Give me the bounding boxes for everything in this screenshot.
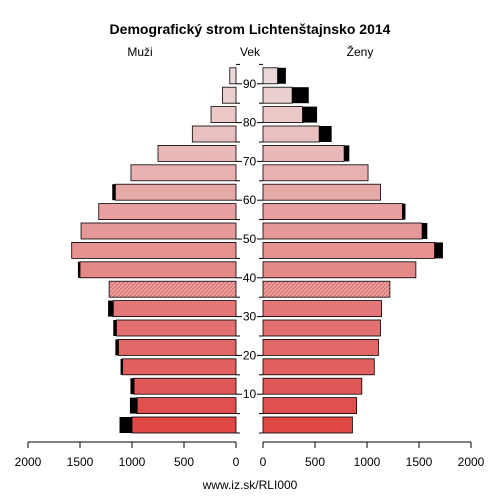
age-tick-label: 80 xyxy=(243,116,257,130)
age-tick-label: 10 xyxy=(243,387,257,401)
bar-men-highlight-60-64 xyxy=(112,184,116,201)
bar-men-10-14 xyxy=(133,377,237,395)
x-tick-label-right: 1500 xyxy=(406,455,433,469)
bar-women-85-89 xyxy=(262,86,293,104)
x-tick-label-left: 2000 xyxy=(15,455,42,469)
bar-women-highlight-70-74 xyxy=(344,145,350,162)
bar-women-highlight-55-59 xyxy=(402,203,406,220)
bar-women-45-49 xyxy=(262,241,436,259)
bar-men-highlight-30-34 xyxy=(108,300,114,317)
x-tick-label-left: 1000 xyxy=(119,455,146,469)
right-series-label: Ženy xyxy=(347,44,374,59)
bar-men-highlight-25-29 xyxy=(113,320,117,336)
bar-men-highlight-0-4 xyxy=(119,417,132,433)
age-tick-label: 20 xyxy=(243,348,257,362)
bar-women-30-34 xyxy=(262,300,382,318)
bar-women-20-24 xyxy=(262,338,379,356)
age-tick-label: 40 xyxy=(243,271,257,285)
x-tick-label-right: 2000 xyxy=(458,455,485,469)
bar-men-55-59 xyxy=(98,203,237,221)
left-series-label: Muži xyxy=(127,45,152,59)
bar-women-25-29 xyxy=(262,319,381,337)
bar-men-85-89 xyxy=(222,86,237,104)
age-tick-label: 70 xyxy=(243,154,257,168)
footer-url: www.iz.sk/RLI000 xyxy=(202,478,298,492)
bar-women-60-64 xyxy=(262,183,381,201)
bar-men-highlight-10-14 xyxy=(130,378,135,395)
bar-men-highlight-5-9 xyxy=(129,397,138,414)
age-tick-label: 90 xyxy=(243,77,257,91)
bar-men-30-34 xyxy=(112,300,237,318)
bar-men-25-29 xyxy=(116,319,237,337)
bar-women-40-44 xyxy=(262,261,417,279)
bar-men-5-9 xyxy=(136,397,237,415)
bar-men-45-49 xyxy=(71,241,237,259)
bar-men-40-44 xyxy=(79,261,237,279)
bar-women-70-74 xyxy=(262,144,345,162)
bar-men-highlight-40-44 xyxy=(77,261,80,278)
bar-women-65-69 xyxy=(262,164,369,182)
bar-women-80-84 xyxy=(262,106,303,123)
x-tick-label-right: 0 xyxy=(260,455,267,469)
bar-men-80-84 xyxy=(210,106,237,123)
bar-women-highlight-85-89 xyxy=(292,87,309,104)
bar-women-75-79 xyxy=(262,125,320,143)
chart-title: Demografický strom Lichtenštajnsko 2014 xyxy=(110,21,391,37)
bar-men-60-64 xyxy=(114,183,237,201)
bar-women-35-39 xyxy=(262,280,391,298)
bar-men-65-69 xyxy=(130,164,237,182)
x-tick-label-left: 1500 xyxy=(67,455,94,469)
bar-men-70-74 xyxy=(157,144,237,162)
bar-women-90+ xyxy=(262,67,278,85)
bar-men-15-19 xyxy=(122,358,237,376)
bar-men-highlight-20-24 xyxy=(115,339,119,356)
bar-men-35-39 xyxy=(108,280,237,298)
bar-women-15-19 xyxy=(262,358,375,376)
age-tick-label: 50 xyxy=(243,232,257,246)
bar-women-highlight-45-49 xyxy=(434,242,443,259)
bar-women-highlight-50-54 xyxy=(422,223,428,239)
bar-women-highlight-90+ xyxy=(277,67,286,84)
age-tick-label: 60 xyxy=(243,193,257,207)
bar-men-highlight-15-19 xyxy=(120,358,123,375)
bar-women-5-9 xyxy=(262,397,357,415)
bar-men-0-4 xyxy=(131,416,237,434)
x-tick-label-right: 500 xyxy=(305,455,325,469)
x-tick-label-right: 1000 xyxy=(354,455,381,469)
bar-women-50-54 xyxy=(262,222,423,240)
bar-men-50-54 xyxy=(80,222,237,240)
bar-men-20-24 xyxy=(118,338,237,356)
age-axis-label: Vek xyxy=(240,45,261,59)
bar-women-0-4 xyxy=(262,416,353,434)
bars-layer xyxy=(71,67,443,434)
x-tick-label-left: 0 xyxy=(233,455,240,469)
bar-men-90+ xyxy=(229,67,237,85)
bar-women-highlight-75-79 xyxy=(319,126,332,142)
bar-women-10-14 xyxy=(262,377,363,395)
bar-women-highlight-80-84 xyxy=(302,106,318,123)
x-tick-label-left: 500 xyxy=(174,455,194,469)
axes-layer: 2000 1500 1000 500 0 0 500 1000 1500 2000 10 20 30 40… xyxy=(15,63,485,469)
bar-women-55-59 xyxy=(262,203,403,221)
bar-men-75-79 xyxy=(191,125,237,143)
age-tick-label: 30 xyxy=(243,310,257,324)
